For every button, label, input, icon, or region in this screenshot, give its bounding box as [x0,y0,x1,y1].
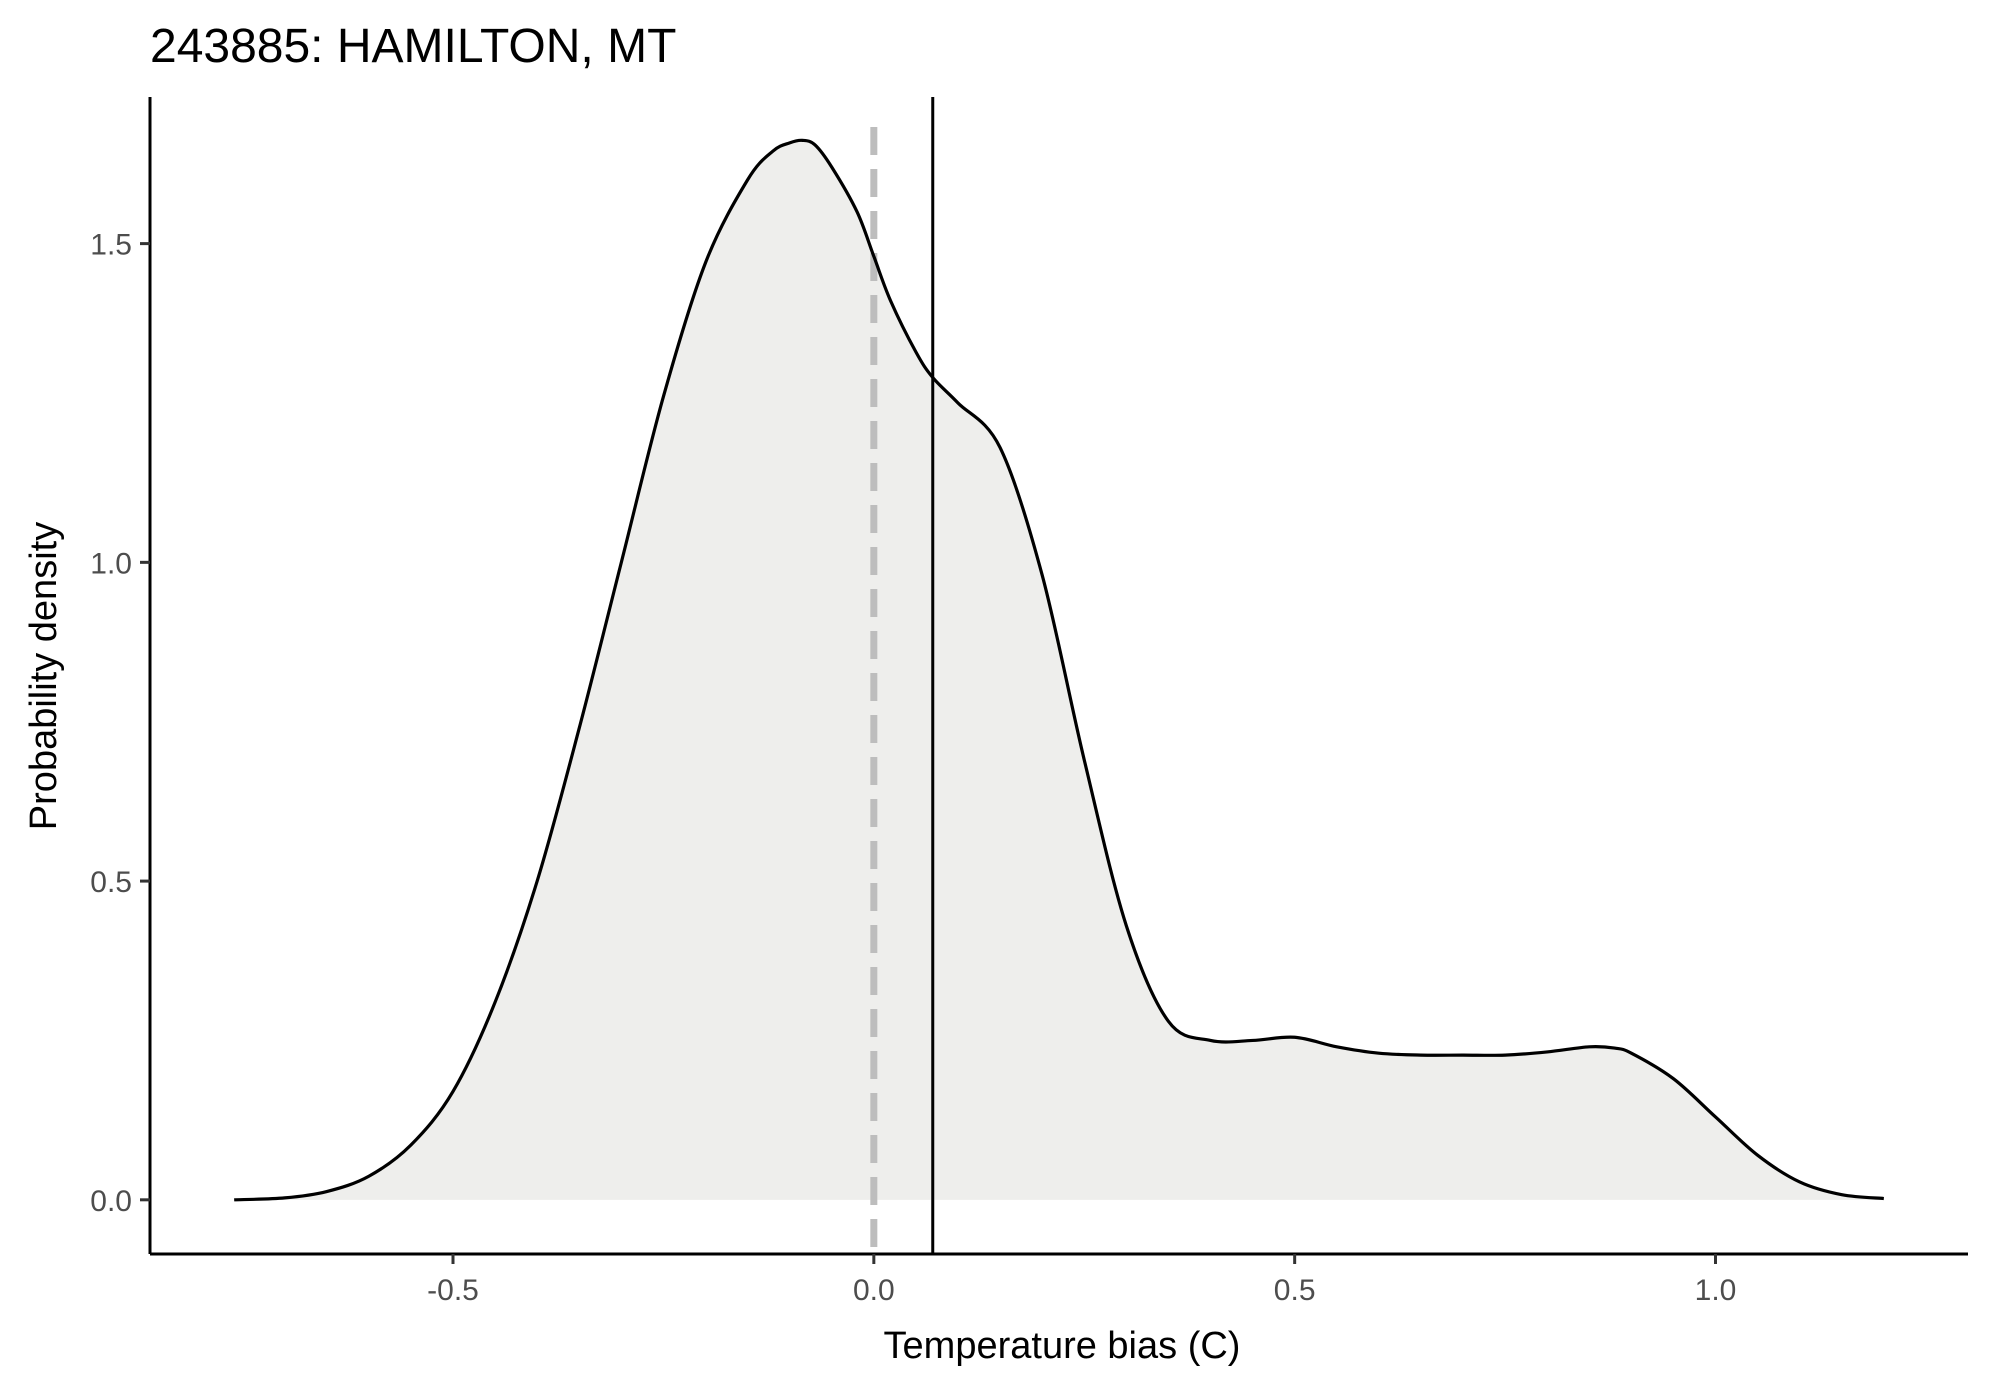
chart-title: 243885: HAMILTON, MT [150,20,676,73]
x-tick-label: 0.0 [853,1274,895,1307]
x-tick-label: 1.0 [1695,1274,1737,1307]
y-tick-label: 0.5 [90,866,132,899]
density-fill-area [234,140,1884,1200]
x-axis-title: Temperature bias (C) [884,1325,1241,1367]
density-curve [234,138,1884,1202]
plot-area [234,97,1884,1254]
x-axis-ticks: -0.5 0.0 0.5 1.0 [427,1254,1736,1307]
y-tick-label: 1.5 [90,229,132,262]
y-axis-title: Probability density [23,522,65,830]
x-tick-label: -0.5 [427,1274,479,1307]
x-tick-label: 0.5 [1274,1274,1316,1307]
y-tick-label: 1.0 [90,547,132,580]
y-tick-label: 0.0 [90,1185,132,1218]
y-axis-ticks: 0.0 0.5 1.0 1.5 [90,229,150,1218]
